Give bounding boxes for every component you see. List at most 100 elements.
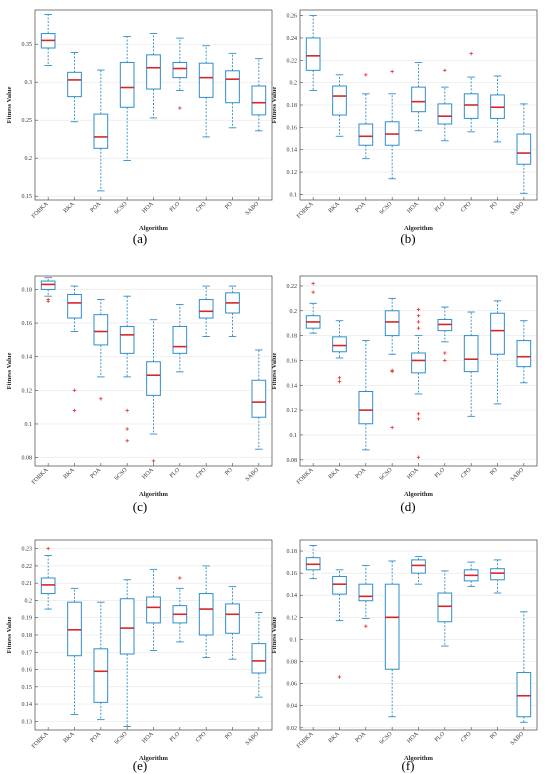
box-fobka	[305, 281, 321, 334]
y-tick-label: 0.16	[287, 125, 298, 131]
box-fobka	[305, 15, 321, 91]
box-po	[225, 586, 240, 660]
box-poa	[93, 299, 109, 401]
outlier-marker	[125, 408, 129, 413]
x-tick-label: BKA	[63, 467, 77, 481]
y-tick-label: 0.3	[25, 80, 33, 86]
x-tick-label: FOBKA	[296, 731, 315, 750]
x-tick-label: CPO	[460, 467, 473, 480]
y-tick-label: 0.15	[22, 194, 33, 200]
chart-panel-d: 0.08 0.1 0.12 0.14 0.16 0.18 0.2 0.22 FOBKA BKA PO…	[271, 275, 538, 514]
iqr-box	[384, 310, 400, 337]
x-tick-label: CPO	[460, 201, 473, 214]
box-poa	[358, 73, 374, 160]
x-tick-label: BKA	[328, 201, 342, 215]
box-scso	[384, 69, 400, 180]
y-tick-label: 0.1	[290, 192, 298, 198]
iqr-box	[93, 314, 109, 346]
y-tick-label: 0.21	[22, 581, 33, 587]
outlier-marker	[337, 376, 342, 380]
iqr-box	[146, 54, 161, 90]
box-poa	[358, 564, 374, 628]
box-scso	[384, 297, 400, 430]
y-tick-label: 0.15	[22, 685, 33, 691]
x-tick-label: PLO	[169, 731, 182, 744]
x-tick-label: PO	[489, 467, 499, 477]
outlier-marker	[99, 396, 103, 401]
iqr-box	[332, 336, 347, 353]
box-plo	[172, 37, 188, 110]
y-tick-label: 0.25	[22, 118, 33, 124]
x-tick-label: PLO	[434, 201, 447, 214]
x-tick-label: PLO	[434, 467, 447, 480]
y-tick-label: 0.18	[22, 287, 33, 293]
iqr-box	[332, 85, 347, 116]
box-cpo	[463, 561, 479, 587]
x-tick-label: CPO	[195, 201, 208, 214]
y-tick-label: 0.18	[287, 549, 298, 555]
x-tick-label: HOA	[141, 201, 155, 215]
outlier-marker	[311, 281, 315, 286]
box-sabo	[516, 611, 532, 723]
x-tick-label: CPO	[195, 731, 208, 744]
outlier-marker	[416, 412, 421, 416]
y-tick-label: 0.16	[287, 571, 298, 577]
iqr-box	[225, 70, 240, 104]
box-poa	[93, 69, 109, 192]
outlier-marker	[72, 408, 77, 413]
y-axis-title: Fitness Value	[271, 617, 278, 654]
box-sabo	[251, 349, 267, 450]
y-tick-label: 0.17	[22, 650, 33, 656]
y-axis-title: Fitness Value	[6, 617, 13, 654]
panel-label: (d)	[400, 499, 415, 514]
x-tick-label: HOA	[406, 467, 420, 481]
box-cpo	[198, 45, 214, 138]
iqr-box	[198, 299, 214, 319]
panel-label: (c)	[133, 499, 147, 514]
y-tick-label: 0.2	[25, 156, 33, 162]
iqr-box	[40, 280, 56, 290]
outlier-marker	[311, 290, 315, 294]
iqr-box	[67, 601, 82, 657]
y-tick-label: 0.16	[287, 358, 298, 364]
y-tick-label: 0.35	[22, 42, 33, 48]
iqr-box	[358, 123, 374, 146]
y-tick-label: 0.08	[22, 456, 33, 462]
box-fobka	[305, 545, 321, 580]
box-po	[490, 559, 505, 594]
y-tick-label: 0.19	[22, 616, 33, 622]
box-sabo	[516, 320, 532, 384]
iqr-box	[119, 325, 135, 354]
x-tick-label: SABO	[510, 467, 526, 483]
y-tick-label: 0.18	[287, 103, 298, 109]
x-tick-label: CPO	[460, 731, 473, 744]
y-tick-label: 0.14	[287, 383, 298, 389]
iqr-box	[411, 559, 426, 574]
panel-label: (e)	[133, 758, 147, 773]
iqr-box	[358, 390, 374, 425]
y-tick-label: 0.2	[290, 81, 298, 87]
x-tick-label: HOA	[141, 731, 155, 745]
outlier-marker	[469, 51, 473, 56]
x-tick-label: SABO	[510, 731, 526, 747]
iqr-box	[93, 648, 109, 703]
outlier-marker	[443, 68, 447, 73]
x-tick-label: SCSO	[379, 201, 394, 216]
y-tick-label: 0.18	[287, 334, 298, 340]
y-tick-label: 0.14	[22, 355, 33, 361]
box-bka	[67, 285, 82, 413]
iqr-box	[516, 340, 532, 368]
y-tick-label: 0.13	[22, 719, 33, 725]
y-tick-label: 0.12	[22, 388, 33, 394]
y-tick-label: 0.1	[290, 433, 298, 439]
panel-label: (f)	[402, 758, 415, 773]
box-bka	[332, 320, 347, 384]
outlier-marker	[337, 379, 342, 384]
box-hoa	[146, 33, 161, 119]
y-tick-label: 0.12	[287, 408, 298, 414]
x-tick-label: POA	[90, 467, 103, 480]
chart-panel-a: 0.15 0.2 0.25 0.3 0.35 FOBKA BKA POA SCSO HOA PLO C…	[6, 9, 273, 246]
y-tick-label: 0.08	[287, 458, 298, 464]
outlier-marker	[151, 459, 156, 463]
